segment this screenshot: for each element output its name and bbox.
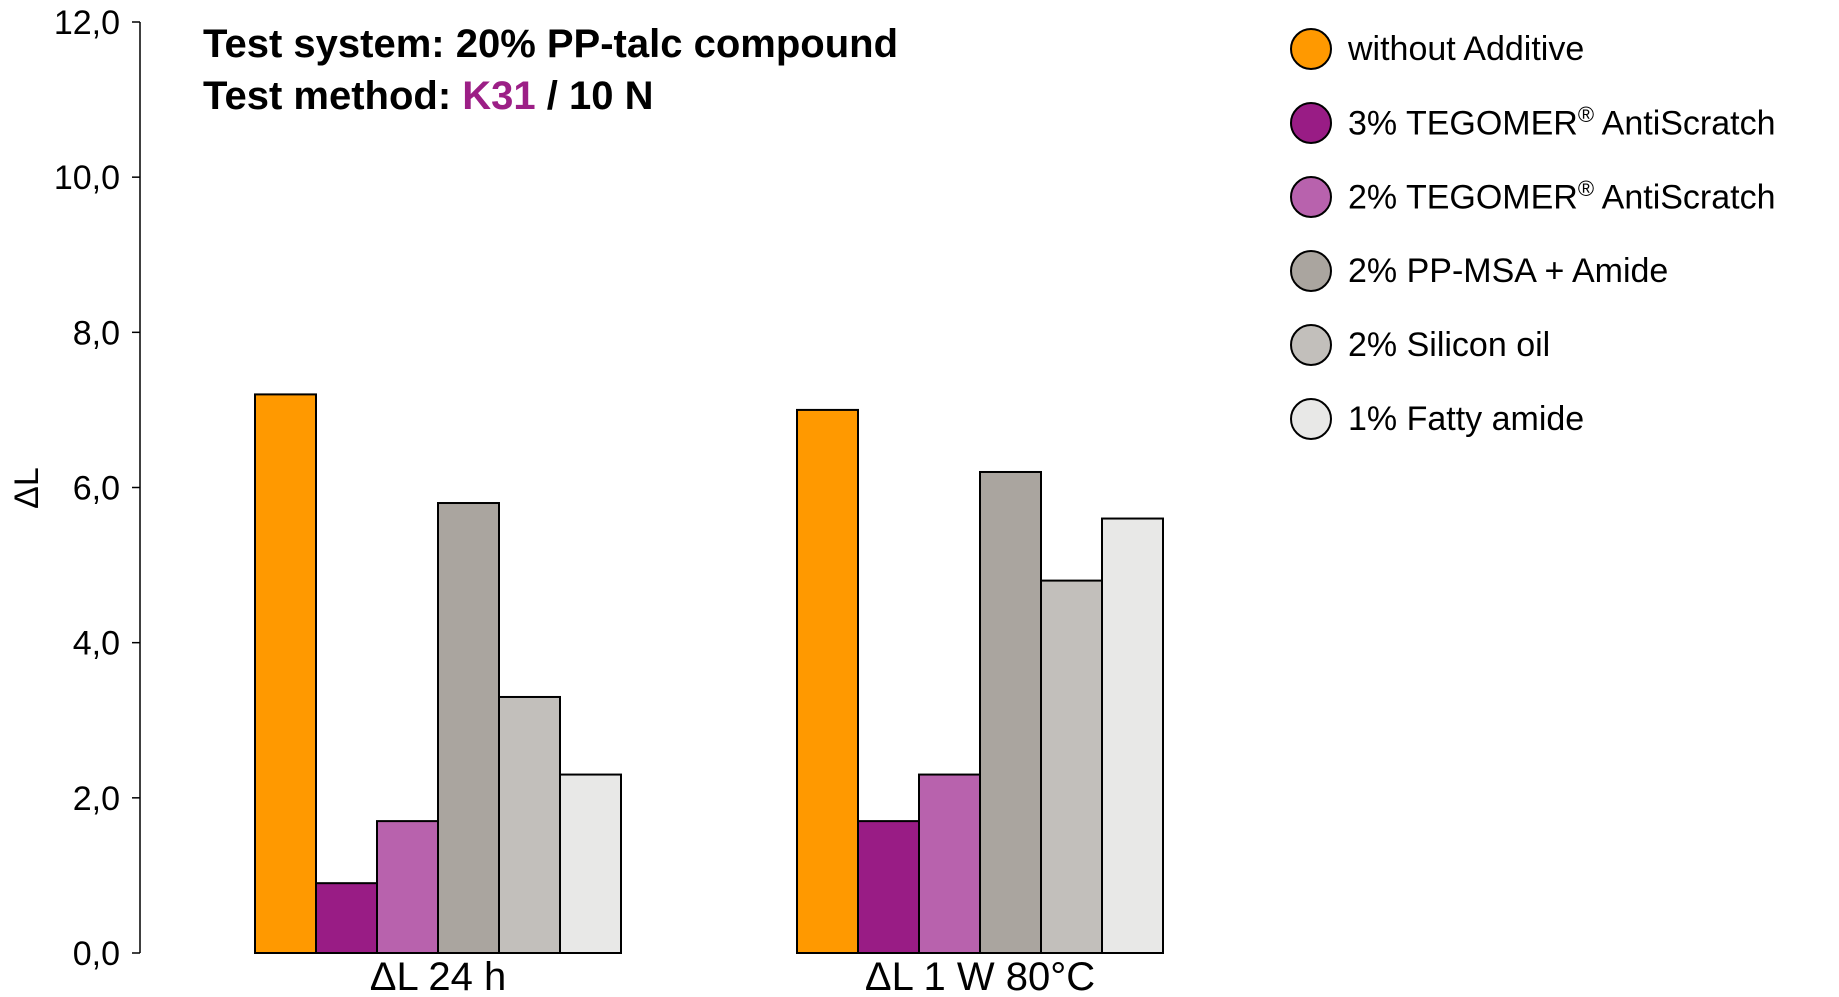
bar (796, 408, 859, 954)
bar (254, 393, 317, 954)
x-category-label: ΔL 24 h (370, 955, 506, 997)
legend-label: without Additive (1348, 29, 1585, 68)
y-axis: 0,0 2,0 4,0 6,0 8,0 10,0 12,0 (54, 4, 141, 973)
legend-item: 2% TEGOMER® AntiScratch (1290, 160, 1776, 234)
test-method-label: Test method: K31 / 10 N (203, 70, 898, 122)
bar (376, 820, 439, 954)
y-tick-label: 2,0 (73, 780, 120, 818)
legend-swatch (1290, 324, 1332, 366)
y-tick-label: 4,0 (73, 625, 120, 663)
legend-item: 3% TEGOMER® AntiScratch (1290, 86, 1776, 160)
legend-item: without Additive (1290, 12, 1776, 86)
legend-label: 2% PP-MSA + Amide (1348, 251, 1669, 290)
bar (918, 773, 981, 955)
bar (979, 470, 1042, 954)
test-method-suffix: / 10 N (535, 74, 654, 118)
bar (315, 882, 378, 954)
chart-header: Test system: 20% PP-talc compound Test m… (203, 18, 898, 122)
bar (1101, 517, 1164, 954)
test-method-code: K31 (462, 74, 536, 118)
y-tick-label: 0,0 (73, 935, 120, 973)
legend: without Additive 3% TEGOMER® AntiScratch 2… (1290, 12, 1776, 456)
y-tick-label: 12,0 (54, 4, 120, 42)
y-tick-label: 10,0 (54, 159, 120, 197)
legend-swatch (1290, 398, 1332, 440)
legend-swatch (1290, 250, 1332, 292)
y-axis-label: ΔL (8, 467, 46, 509)
bar (1040, 579, 1103, 954)
legend-swatch (1290, 102, 1332, 144)
test-system-label: Test system: 20% PP-talc compound (203, 22, 898, 66)
bar (498, 695, 561, 954)
legend-swatch (1290, 28, 1332, 70)
x-axis-labels: ΔL 24 h ΔL 1 W 80°C (370, 955, 1095, 997)
legend-item: 2% Silicon oil (1290, 308, 1776, 382)
x-category-label: ΔL 1 W 80°C (865, 955, 1095, 997)
y-tick-label: 6,0 (73, 470, 120, 508)
bars (254, 393, 1164, 955)
bar (437, 502, 500, 954)
legend-label: 2% TEGOMER® AntiScratch (1348, 176, 1776, 217)
test-method-prefix: Test method: (203, 74, 463, 118)
y-tick-label: 8,0 (73, 314, 120, 352)
bar (559, 773, 622, 955)
legend-label: 2% Silicon oil (1348, 325, 1551, 364)
legend-swatch (1290, 176, 1332, 218)
legend-item: 1% Fatty amide (1290, 382, 1776, 456)
legend-label: 1% Fatty amide (1348, 399, 1585, 438)
bar (857, 820, 920, 954)
legend-label: 3% TEGOMER® AntiScratch (1348, 102, 1776, 143)
legend-item: 2% PP-MSA + Amide (1290, 234, 1776, 308)
